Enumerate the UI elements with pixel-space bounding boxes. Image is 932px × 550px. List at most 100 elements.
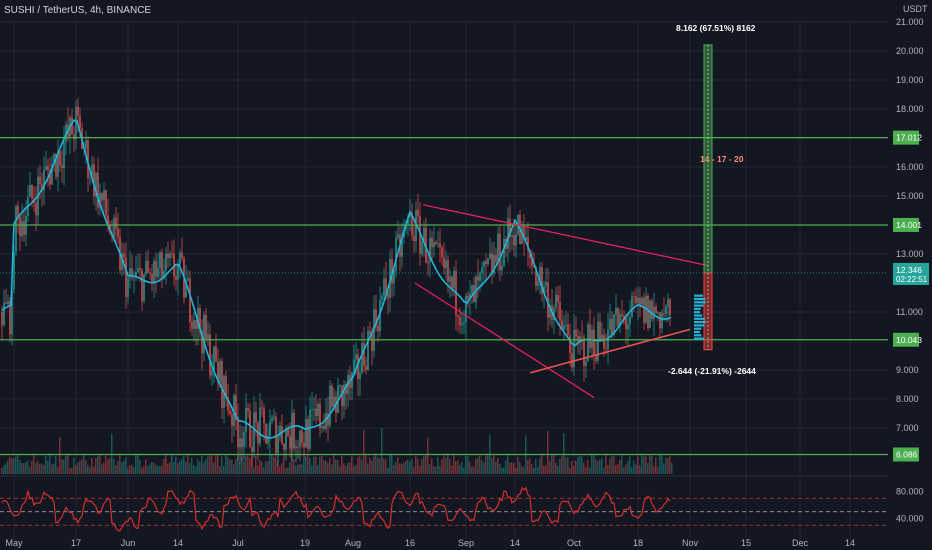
candle-body <box>617 307 619 326</box>
candle-body <box>9 301 11 335</box>
candle-body <box>515 234 517 246</box>
candle-body <box>53 153 55 164</box>
volume-bar <box>375 454 377 474</box>
candle-body <box>581 336 583 338</box>
volume-bar <box>81 459 83 474</box>
volume-bar <box>313 456 315 474</box>
candle-body <box>657 312 659 314</box>
candle-body <box>469 293 471 299</box>
y-tick-label: 7.000 <box>896 423 919 433</box>
candle-body <box>557 294 559 303</box>
volume-bar <box>365 454 367 474</box>
level-label-bg <box>893 447 919 462</box>
candle-body <box>235 395 237 420</box>
candle-body <box>375 309 377 326</box>
volume-bar <box>605 454 607 474</box>
volume-bar <box>431 458 433 474</box>
candle-body <box>163 270 165 279</box>
volume-bar <box>469 461 471 474</box>
volume-bar <box>143 466 145 474</box>
volume-bar <box>641 455 643 474</box>
candle-body <box>59 151 61 165</box>
candle-body <box>481 267 483 274</box>
x-tick-label: 19 <box>300 538 310 548</box>
volume-bar <box>207 456 209 474</box>
candle-body <box>253 412 255 452</box>
candle-body <box>297 446 299 448</box>
candle-body <box>11 289 13 335</box>
candle-body <box>511 235 513 237</box>
volume-bar <box>583 462 585 474</box>
volume-bar <box>635 464 637 474</box>
volume-bar <box>17 455 19 474</box>
volume-bar <box>369 457 371 474</box>
volume-bar <box>171 455 173 474</box>
volume-bar <box>13 458 15 474</box>
candle-body <box>423 227 425 242</box>
x-tick-label: Oct <box>567 538 582 548</box>
volume-bar <box>345 465 347 474</box>
volume-bar <box>555 462 557 474</box>
candle-body <box>333 396 335 407</box>
candle-body <box>355 354 357 360</box>
candle-body <box>409 212 411 218</box>
volume-bar <box>117 461 119 474</box>
volume-bar <box>145 459 147 474</box>
volume-bar <box>197 459 199 474</box>
candle-body <box>205 314 207 340</box>
volume-bar <box>43 464 45 474</box>
candle-body <box>533 265 535 268</box>
candle-body <box>593 329 595 356</box>
volume-bar <box>573 465 575 474</box>
candle-body <box>31 185 33 199</box>
volume-bar <box>447 454 449 474</box>
candle-body <box>49 170 51 185</box>
volume-bar <box>3 465 5 474</box>
candle-body <box>411 212 413 236</box>
volume-bar <box>471 466 473 474</box>
volume-bar <box>211 455 213 474</box>
candle-body <box>439 243 441 248</box>
volume-bar <box>543 465 545 474</box>
volume-bar <box>505 460 507 474</box>
candle-body <box>425 227 427 263</box>
volume-bar <box>241 456 243 474</box>
y-tick-label: 19.000 <box>896 75 924 85</box>
volume-bar <box>531 463 533 474</box>
candle-body <box>543 285 545 294</box>
volume-bar <box>401 463 403 474</box>
candle-body <box>359 372 361 380</box>
candle-body <box>641 297 643 305</box>
volume-bar <box>79 461 81 474</box>
candle-body <box>351 372 353 388</box>
volume-bar <box>275 457 277 474</box>
candle-body <box>303 442 305 448</box>
volume-bar <box>575 460 577 474</box>
volume-bar <box>545 465 547 474</box>
volume-bar <box>271 454 273 474</box>
volume-bar <box>601 457 603 474</box>
candle-body <box>385 278 387 294</box>
volume-bar <box>71 467 73 474</box>
candle-body <box>41 184 43 191</box>
candle-body <box>341 385 343 407</box>
candle-body <box>17 206 19 218</box>
candle-body <box>1 312 3 326</box>
volume-bar <box>323 460 325 474</box>
candle-body <box>417 209 419 217</box>
x-tick-label: Aug <box>345 538 361 548</box>
candle-body <box>171 253 173 255</box>
volume-bar <box>669 455 671 474</box>
volume-bar <box>367 463 369 474</box>
candle-body <box>315 408 317 416</box>
candle-body <box>151 273 153 283</box>
candle-body <box>263 408 265 424</box>
volume-bar <box>237 455 239 474</box>
volume-bar <box>547 430 549 474</box>
candle-body <box>493 255 495 274</box>
volume-profile-bar <box>694 334 702 337</box>
candle-body <box>433 242 435 248</box>
candle-body <box>497 233 499 263</box>
candle-body <box>275 416 277 454</box>
